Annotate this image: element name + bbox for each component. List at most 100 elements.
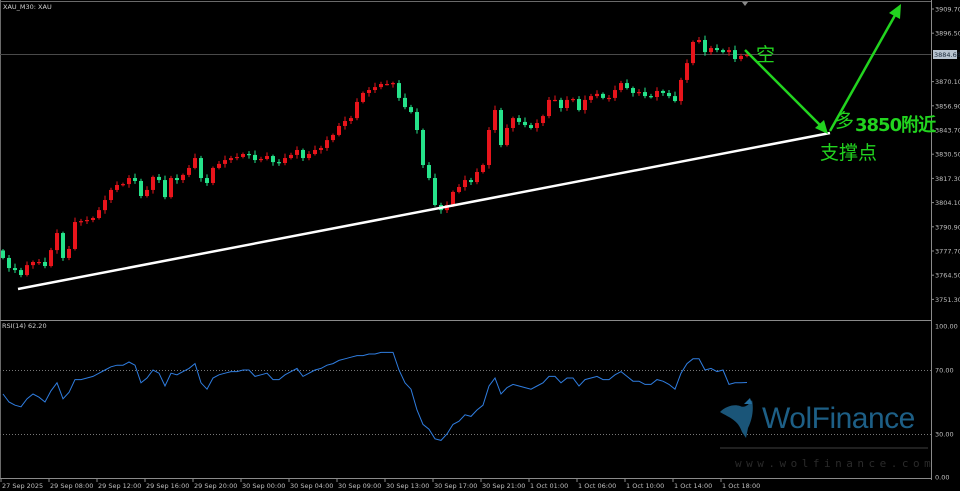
candle	[637, 89, 641, 96]
candle	[265, 152, 269, 161]
candle-body	[205, 178, 209, 183]
candle-body	[313, 149, 317, 155]
candle	[91, 216, 95, 223]
candle	[685, 59, 689, 83]
candle	[427, 162, 431, 181]
time-tick-label: 30 Sep 17:00	[434, 482, 477, 490]
candle	[181, 173, 185, 183]
candle-body	[211, 167, 215, 183]
candle	[583, 95, 587, 114]
candle-body	[289, 154, 293, 159]
candle-body	[13, 268, 17, 271]
candle-body	[451, 191, 455, 205]
price-tick-label: 3817.30	[935, 175, 960, 183]
candle	[319, 145, 323, 154]
candle	[433, 173, 437, 207]
rsi-tick-label: 30.00	[935, 431, 954, 439]
candle	[67, 246, 71, 261]
candle-body	[469, 180, 473, 183]
candle	[61, 231, 65, 261]
annotation-long: 多	[835, 110, 855, 132]
candle	[253, 150, 257, 163]
candle-body	[643, 92, 647, 97]
time-tick-label: 29 Sep 20:00	[194, 482, 237, 490]
symbol-label: XAU_M30: XAU	[3, 3, 52, 11]
candle-body	[79, 221, 83, 223]
support-trendline[interactable]	[17, 131, 831, 291]
candle-body	[343, 121, 347, 126]
candle	[247, 151, 251, 159]
time-axis: 27 Sep 2025 29 Sep 08:00 29 Sep 12:00 29 Se…	[0, 478, 760, 490]
candle-body	[493, 110, 497, 130]
candle	[619, 80, 623, 93]
candle	[493, 105, 497, 133]
price-tick-label: 3896.50	[935, 30, 960, 38]
rsi-tick-label: 0.00	[935, 474, 949, 482]
candle	[505, 124, 509, 147]
candle	[679, 77, 683, 105]
candle-body	[1, 250, 5, 258]
candle	[403, 93, 407, 110]
candle-body	[193, 158, 197, 168]
candle-body	[373, 87, 377, 91]
candle-body	[43, 261, 47, 267]
wolf-logo-icon	[720, 398, 753, 438]
candle	[25, 261, 29, 277]
rsi-axis: 100.00 70.00 30.00 0.00	[935, 323, 958, 482]
candle-body	[703, 39, 707, 53]
candle-body	[175, 178, 179, 181]
time-tick-label: 30 Sep 09:00	[338, 482, 381, 490]
candle	[205, 174, 209, 186]
candle-body	[457, 187, 461, 192]
candle	[475, 168, 479, 185]
candle	[193, 153, 197, 170]
candle-body	[427, 165, 431, 179]
shift-marker-icon[interactable]	[742, 2, 748, 6]
candle-body	[745, 54, 749, 57]
rsi-line	[2, 351, 748, 441]
candle-body	[337, 125, 341, 135]
candle	[223, 155, 227, 168]
candle	[703, 35, 707, 56]
watermark-logo-text: WolFinance	[762, 402, 915, 435]
candle-body	[685, 63, 689, 80]
price-tick-label: 3870.10	[935, 78, 960, 86]
candle-body	[265, 156, 269, 159]
candle	[559, 97, 563, 112]
candle	[55, 229, 59, 254]
candle	[463, 175, 467, 191]
candle	[73, 217, 77, 251]
candle-body	[589, 96, 593, 100]
time-tick-label: 30 Sep 13:00	[386, 482, 429, 490]
candle-body	[553, 99, 557, 102]
price-axis: 3909.70 3896.50 3870.10 3856.90 3843.70 3830.…	[931, 6, 960, 304]
down-arrow-icon[interactable]	[744, 49, 828, 134]
candle	[523, 117, 527, 128]
candle-body	[649, 96, 653, 98]
candle-body	[283, 158, 287, 163]
candle	[517, 115, 521, 125]
price-tick-label: 3804.10	[935, 199, 960, 207]
candle-body	[487, 129, 491, 166]
candle	[595, 90, 599, 99]
time-tick-label: 1 Oct 14:00	[674, 482, 712, 490]
candle-body	[97, 210, 101, 218]
candle	[157, 173, 161, 183]
candle-body	[121, 184, 125, 186]
candle	[709, 45, 713, 56]
candle	[31, 260, 35, 269]
candle	[457, 184, 461, 194]
candle-body	[655, 90, 659, 97]
candles	[1, 35, 749, 278]
candle	[391, 81, 395, 88]
candle	[715, 44, 719, 53]
up-arrow-icon[interactable]	[828, 4, 901, 132]
candle-body	[511, 118, 515, 128]
time-tick-label: 1 Oct 10:00	[626, 482, 664, 490]
price-tick-label: 3790.90	[935, 223, 960, 231]
candle	[259, 156, 263, 163]
candle	[397, 80, 401, 101]
candle	[727, 47, 731, 56]
candle-body	[583, 99, 587, 111]
